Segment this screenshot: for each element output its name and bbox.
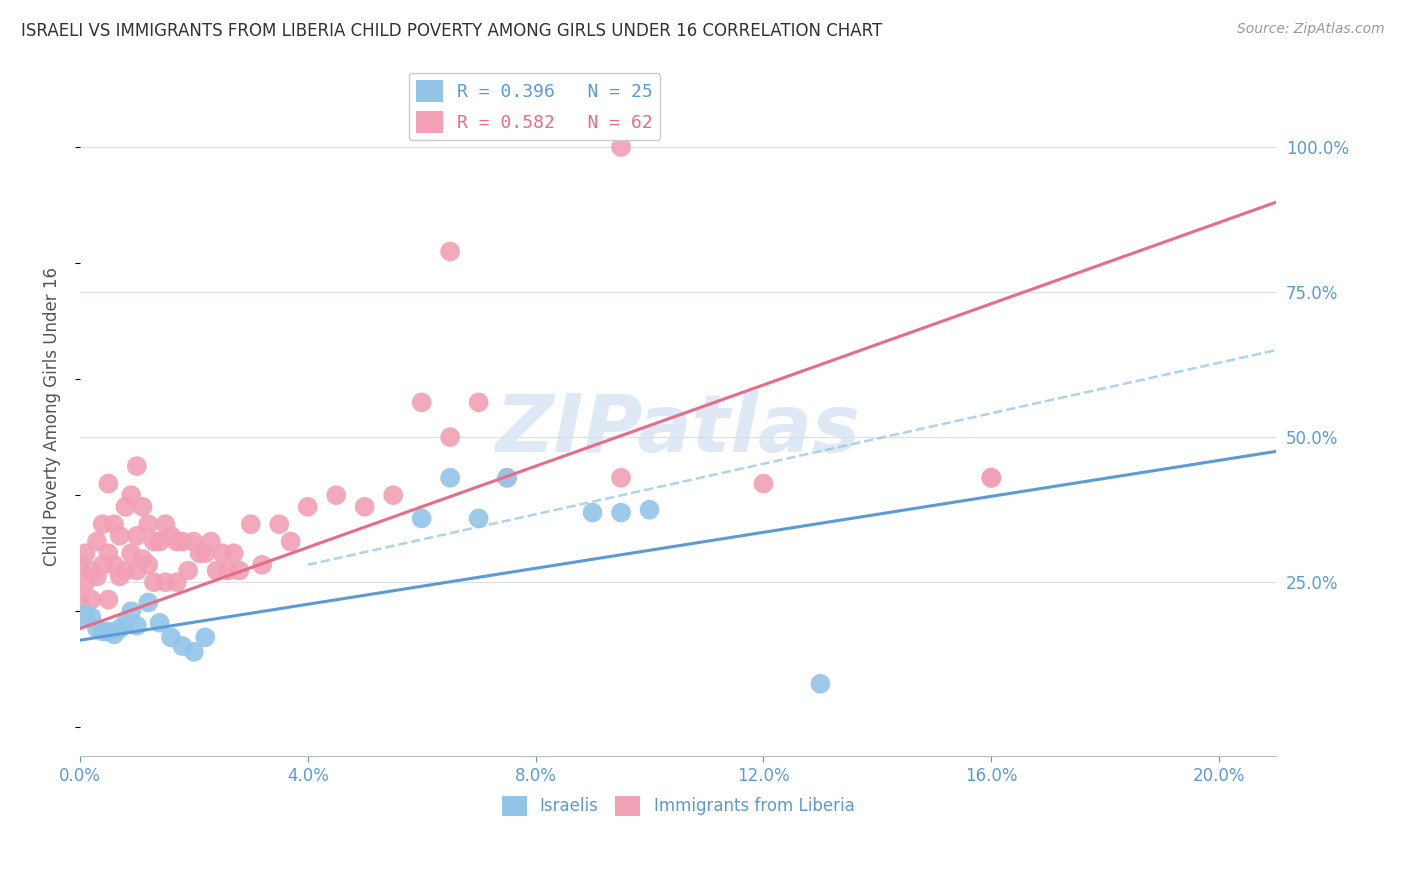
- Point: [752, 476, 775, 491]
- Point: [194, 546, 217, 560]
- Point: [80, 592, 103, 607]
- Point: [808, 677, 831, 691]
- Point: [114, 615, 136, 630]
- Point: [439, 244, 461, 259]
- Point: [125, 618, 148, 632]
- Point: [205, 564, 228, 578]
- Point: [325, 488, 347, 502]
- Point: [91, 558, 114, 572]
- Point: [467, 511, 489, 525]
- Point: [114, 564, 136, 578]
- Point: [97, 476, 120, 491]
- Point: [382, 488, 405, 502]
- Point: [69, 613, 91, 627]
- Point: [183, 534, 205, 549]
- Point: [980, 471, 1002, 485]
- Point: [496, 471, 519, 485]
- Point: [439, 430, 461, 444]
- Point: [108, 569, 131, 583]
- Point: [120, 604, 142, 618]
- Point: [136, 517, 159, 532]
- Point: [149, 534, 172, 549]
- Point: [222, 546, 245, 560]
- Point: [166, 575, 188, 590]
- Point: [114, 500, 136, 514]
- Point: [75, 546, 97, 560]
- Point: [86, 534, 108, 549]
- Point: [439, 471, 461, 485]
- Point: [610, 506, 633, 520]
- Text: ZIPatlas: ZIPatlas: [495, 392, 860, 469]
- Point: [280, 534, 302, 549]
- Point: [194, 630, 217, 644]
- Point: [69, 592, 91, 607]
- Point: [125, 529, 148, 543]
- Point: [120, 546, 142, 560]
- Point: [125, 459, 148, 474]
- Point: [69, 558, 91, 572]
- Point: [353, 500, 375, 514]
- Point: [411, 395, 433, 409]
- Text: Source: ZipAtlas.com: Source: ZipAtlas.com: [1237, 22, 1385, 37]
- Point: [188, 546, 211, 560]
- Point: [86, 622, 108, 636]
- Point: [75, 607, 97, 621]
- Point: [86, 569, 108, 583]
- Point: [91, 624, 114, 639]
- Point: [136, 558, 159, 572]
- Point: [467, 395, 489, 409]
- Point: [638, 502, 661, 516]
- Point: [411, 511, 433, 525]
- Point: [172, 534, 194, 549]
- Point: [155, 575, 177, 590]
- Point: [131, 552, 153, 566]
- Point: [160, 529, 183, 543]
- Point: [108, 529, 131, 543]
- Point: [610, 471, 633, 485]
- Point: [149, 615, 172, 630]
- Point: [269, 517, 291, 532]
- Point: [217, 564, 239, 578]
- Point: [142, 575, 165, 590]
- Text: ISRAELI VS IMMIGRANTS FROM LIBERIA CHILD POVERTY AMONG GIRLS UNDER 16 CORRELATIO: ISRAELI VS IMMIGRANTS FROM LIBERIA CHILD…: [21, 22, 883, 40]
- Point: [91, 517, 114, 532]
- Point: [136, 595, 159, 609]
- Point: [239, 517, 262, 532]
- Point: [131, 500, 153, 514]
- Point: [103, 558, 125, 572]
- Point: [160, 630, 183, 644]
- Point: [200, 534, 222, 549]
- Point: [172, 639, 194, 653]
- Point: [155, 517, 177, 532]
- Point: [228, 564, 250, 578]
- Point: [103, 627, 125, 641]
- Point: [496, 471, 519, 485]
- Point: [166, 534, 188, 549]
- Point: [80, 610, 103, 624]
- Y-axis label: Child Poverty Among Girls Under 16: Child Poverty Among Girls Under 16: [44, 268, 60, 566]
- Point: [97, 592, 120, 607]
- Point: [183, 645, 205, 659]
- Point: [250, 558, 273, 572]
- Point: [80, 564, 103, 578]
- Point: [980, 471, 1002, 485]
- Point: [297, 500, 319, 514]
- Point: [97, 546, 120, 560]
- Legend: Israelis, Immigrants from Liberia: Israelis, Immigrants from Liberia: [495, 789, 860, 822]
- Point: [125, 564, 148, 578]
- Point: [610, 140, 633, 154]
- Point: [581, 506, 603, 520]
- Point: [108, 622, 131, 636]
- Point: [177, 564, 200, 578]
- Point: [103, 517, 125, 532]
- Point: [142, 534, 165, 549]
- Point: [97, 624, 120, 639]
- Point: [120, 488, 142, 502]
- Point: [211, 546, 233, 560]
- Point: [75, 575, 97, 590]
